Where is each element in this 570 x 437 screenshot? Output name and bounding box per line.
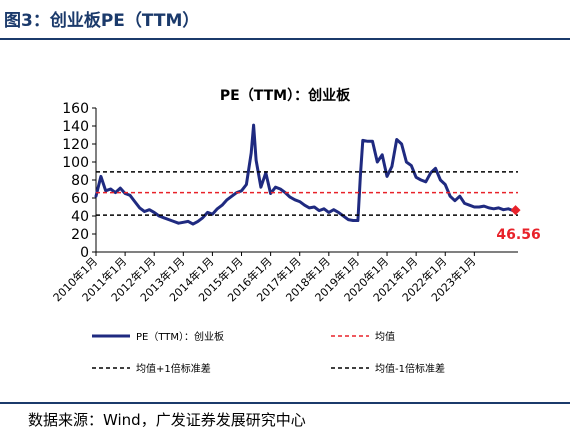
y-tick-label: 160 (62, 101, 89, 117)
last-value-label: 46.56 (496, 227, 540, 243)
y-tick-label: 60 (71, 191, 89, 207)
source-rule (0, 402, 570, 404)
y-tick-label: 40 (71, 209, 89, 225)
y-tick-label: 120 (62, 137, 89, 153)
line-pe-ttm (94, 123, 518, 226)
legend-label: 均值-1倍标准差 (375, 362, 445, 375)
axes: 0204060801001201401602010年1月2011年1月2012年… (50, 101, 518, 304)
y-tick-label: 100 (62, 155, 89, 171)
plot-lines: 46.56 (94, 123, 541, 243)
source-note: 数据来源：Wind，广发证券发展研究中心 (28, 411, 306, 429)
last-value-marker (510, 205, 521, 216)
y-tick-label: 20 (71, 227, 89, 243)
legend-label: 均值+1倍标准差 (136, 362, 211, 375)
y-tick-label: 140 (62, 119, 89, 135)
chart-title: PE（TTM）：创业板 (220, 87, 351, 104)
legend-label: 均值 (375, 330, 395, 343)
title-rule (0, 38, 570, 40)
y-tick-label: 80 (71, 173, 89, 189)
legend-label: PE（TTM）：创业板 (136, 330, 224, 343)
figure-title: 图3：创业板PE（TTM） (4, 11, 200, 31)
pe-chart: PE（TTM）：创业板 0204060801001201401602010年1月… (50, 87, 541, 375)
y-tick-label: 0 (80, 245, 89, 261)
